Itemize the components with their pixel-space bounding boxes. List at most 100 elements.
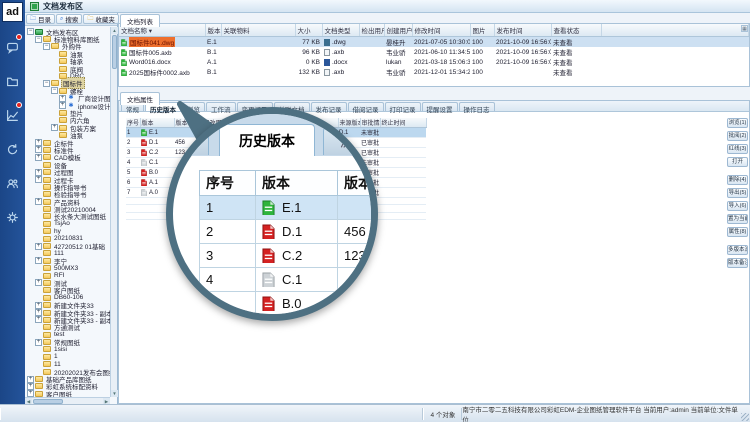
tree-item[interactable]: 内六角 [25, 117, 110, 125]
tree-item[interactable]: 底阀 [25, 65, 110, 74]
tree-vertical-scrollbar[interactable]: ▲ ▼ [110, 27, 118, 397]
tree-item[interactable]: 11 [25, 361, 110, 368]
props-tab-借阅记录[interactable]: 借阅记录 [347, 102, 384, 114]
action-button-多版本浏览[interactable]: 多版本浏览 [727, 245, 748, 255]
people-icon[interactable] [0, 166, 25, 200]
tree-expand-icon[interactable]: + [59, 94, 66, 102]
tree-item[interactable]: + 新建文件夹33 [25, 301, 110, 310]
chat-icon[interactable] [0, 30, 25, 64]
scroll-left-icon[interactable]: ◀ [25, 398, 32, 405]
tree-item[interactable]: + 过程图 [25, 168, 110, 177]
tree-item[interactable]: +42720512 01基础 [25, 242, 110, 251]
file-row[interactable]: 国标件041.dwg E.1 77 KB .dwg 晏桂升 2021-07-05… [119, 36, 749, 47]
file-col-header[interactable] [601, 24, 749, 37]
scroll-thumb[interactable] [112, 35, 117, 69]
file-row[interactable]: 2025国标件0002.axb B.1 132 KB .axb 韦业骄 2021… [119, 67, 749, 77]
tree-item[interactable]: + 李宁 [25, 257, 110, 266]
tree-item[interactable]: 设备 [25, 161, 110, 170]
tree-expand-icon[interactable]: + [35, 279, 42, 287]
panel-tab-搜索[interactable]: ⌕ 搜索 [56, 14, 83, 24]
action-button-置为当前(a)[interactable]: 置为当前(a) [727, 214, 748, 224]
action-button-打开[interactable]: 打开 [727, 157, 748, 167]
tree-expand-icon[interactable]: + [35, 168, 42, 176]
properties-tab[interactable]: 文档属性 [120, 92, 160, 105]
tree-item[interactable]: − 螺栓 [25, 87, 110, 96]
tree-item[interactable]: 测试20210004 [25, 205, 110, 214]
action-button-导出(5)[interactable]: 导出(5) [727, 188, 748, 198]
file-col-header[interactable]: 文档名称 ▾ [119, 24, 206, 37]
tree-expand-icon[interactable]: + [35, 316, 42, 324]
tree-item[interactable]: 长水条大测试图纸 [25, 213, 110, 221]
gear-icon[interactable] [0, 200, 25, 234]
tree-item[interactable]: − 文档发布区 [25, 28, 110, 37]
file-row[interactable]: 国标件005.axb B.1 96 KB .axb 韦业骄 2021-06-10… [119, 47, 749, 57]
tree-item[interactable]: + 常规图纸 [25, 338, 110, 347]
file-col-header[interactable]: 图片 [470, 24, 495, 37]
file-col-header[interactable]: 修改时间 [412, 24, 471, 37]
action-button-版本备注[interactable]: 版本备注 [727, 258, 748, 268]
file-col-header[interactable]: 检出用户 [359, 24, 385, 37]
tree-expand-icon[interactable]: + [51, 124, 58, 132]
tree-expand-icon[interactable]: + [35, 198, 42, 206]
tree-expand-icon[interactable]: − [35, 35, 42, 43]
tree-item[interactable]: 客户图纸 [25, 287, 110, 295]
tree-item[interactable]: 油泵 [25, 131, 110, 140]
tree-item[interactable]: 垫片 [25, 109, 110, 118]
action-button-浏览(1)[interactable]: 浏览(1) [727, 118, 748, 128]
tree-expand-icon[interactable]: + [27, 382, 34, 390]
tree-item[interactable]: + 标准件 [25, 146, 110, 155]
tree-expand-icon[interactable]: + [59, 102, 66, 110]
history-col-header[interactable]: 终止时间 [380, 118, 427, 128]
tree-item[interactable]: 20210831 [25, 235, 110, 242]
tree-item[interactable]: 操作指导书 [25, 183, 110, 192]
action-button-红线(3)[interactable]: 红线(3) [727, 144, 748, 154]
tree-item[interactable]: 500MX3 [25, 265, 110, 272]
tree-item[interactable]: +✱ iphone设计模板 [25, 102, 110, 111]
tree-item[interactable]: test [25, 331, 110, 338]
tree-item[interactable]: +✱ 厂商设计图纸 [25, 94, 110, 103]
props-tab-提醒设置[interactable]: 提醒设置 [421, 102, 458, 114]
action-button-导入(6)[interactable]: 导入(6) [727, 201, 748, 211]
tree-item[interactable]: 111 [25, 250, 110, 257]
file-col-header[interactable]: 关联物料 [221, 24, 296, 37]
tree-expand-icon[interactable]: − [51, 87, 58, 95]
scroll-thumb[interactable] [33, 399, 63, 404]
tree-item[interactable]: TsjAo [25, 220, 110, 227]
app-logo[interactable]: ad [2, 2, 23, 22]
refresh-icon[interactable] [0, 132, 25, 166]
tree-item[interactable]: + 基础产品库图纸 [25, 375, 110, 384]
tree-item[interactable]: 1 [25, 353, 110, 360]
history-col-header[interactable]: 序号 [126, 118, 141, 128]
tree-item[interactable]: DB60-106 [25, 294, 110, 301]
props-tab-操作日志[interactable]: 操作日志 [458, 102, 495, 114]
tree-expand-icon[interactable]: + [35, 153, 42, 161]
file-col-header[interactable]: 版本 [205, 24, 222, 37]
file-col-header[interactable]: 查看状态 [551, 24, 602, 37]
panel-tab-目录[interactable]: 🗀 目录 [26, 14, 56, 24]
tree-expand-icon[interactable]: − [27, 28, 34, 36]
file-col-header[interactable]: 文档类型 [322, 24, 360, 37]
resize-grip[interactable] [741, 413, 749, 421]
tree-item[interactable]: + 测试 [25, 279, 110, 288]
file-col-header[interactable]: 创建用户 [384, 24, 413, 37]
tree-item[interactable]: + 产品资料 [25, 198, 110, 207]
tree-item[interactable]: + 彩虹系统标配资料 [25, 382, 110, 391]
tree-expand-icon[interactable]: + [35, 257, 42, 265]
tree-item[interactable]: + 企标件 [25, 139, 110, 148]
props-tab-发布记录[interactable]: 发布记录 [310, 102, 347, 114]
tree-item[interactable]: 油泵 [25, 50, 110, 59]
tree-item[interactable]: + 新建文件夹33 - 副本 [25, 309, 110, 318]
tree-horizontal-scrollbar[interactable]: ◀ ▶ [25, 397, 110, 405]
tree-expand-icon[interactable]: + [35, 146, 42, 154]
tree-item[interactable]: 检验指导书 [25, 191, 110, 199]
file-list-tab[interactable]: 文档列表 [120, 14, 160, 27]
tree-item[interactable]: + 客户图纸 [25, 390, 110, 397]
file-row[interactable]: Word016.docx A.1 0 KB .docx lukan 2021-0… [119, 57, 749, 67]
tree-item[interactable]: − 标准物料库图纸 [25, 35, 110, 44]
tree-item[interactable]: + 过程卡 [25, 176, 110, 185]
column-chooser-icon[interactable]: ▦ [741, 25, 748, 32]
tree-expand-icon[interactable]: + [35, 139, 42, 147]
tree-expand-icon[interactable]: − [43, 42, 50, 50]
tree-item[interactable]: − 外购件 [25, 42, 110, 51]
tree-item[interactable]: 20202021发布会图纸 [25, 368, 110, 377]
